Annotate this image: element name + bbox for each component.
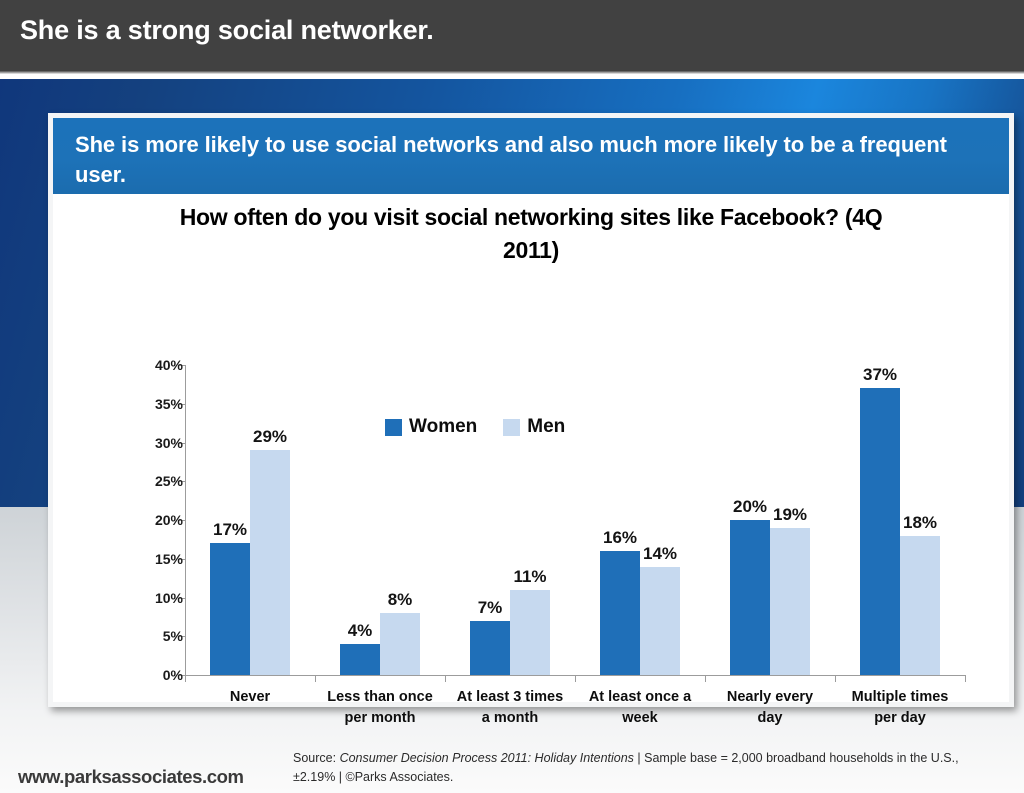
bar-men-1[interactable] (380, 613, 420, 675)
category-label-line: Multiple times (851, 689, 949, 705)
category-label-line: Never (229, 689, 271, 705)
y-axis-tick (178, 442, 185, 444)
chart-legend: Women Men (385, 416, 565, 438)
bar-men-0[interactable] (250, 450, 290, 675)
bar-value-label: 19% (772, 504, 808, 524)
plot-area: 0% 5% 10% 15% 20% 25% 30% 35% 40% 17% 29% 4% 8% 7% 11… (155, 357, 966, 726)
subtitle-text: She is more likely to use social network… (75, 132, 947, 188)
y-axis-tick (178, 597, 185, 599)
y-axis-tick (178, 675, 185, 676)
bar-value-label: 37% (862, 365, 898, 385)
x-axis-tick (315, 675, 316, 682)
legend-item-women[interactable]: Women (385, 416, 477, 438)
y-axis-tick-label: 10% (154, 589, 183, 606)
bar-value-label: 16% (602, 528, 638, 547)
bar-value-label: 7% (477, 597, 503, 617)
slide-title-bar: She is a strong social networker. (0, 0, 1024, 70)
y-axis-tick (178, 636, 185, 638)
bar-men-2[interactable] (510, 589, 550, 675)
legend-label-women: Women (409, 416, 478, 437)
bar-women-0[interactable] (210, 543, 250, 675)
bar-value-label: 18% (902, 512, 938, 532)
legend-swatch-men (503, 418, 521, 436)
chart-region: How often do you visit social networking… (53, 194, 1009, 726)
source-note: Source: Consumer Decision Process 2011: … (293, 749, 993, 788)
y-axis-tick-label: 0% (162, 667, 183, 683)
y-axis-tick (178, 520, 185, 521)
x-axis-category-label: Less than once per month (305, 687, 455, 728)
category-label-line: per day (874, 709, 926, 726)
bar-women-1[interactable] (340, 644, 380, 675)
y-axis-tick-label: 25% (154, 473, 183, 490)
y-axis-tick-label: 30% (154, 434, 183, 451)
source-title: Consumer Decision Process 2011: Holiday … (339, 751, 634, 765)
y-axis-tick (178, 365, 185, 366)
category-label-line: At least 3 times (456, 689, 564, 705)
y-axis-tick (178, 558, 185, 560)
subtitle-banner: She is more likely to use social network… (53, 118, 1009, 194)
x-axis-category-label: Never (175, 687, 325, 708)
chart-title: How often do you visit social networking… (179, 204, 883, 263)
legend-label-men: Men (527, 416, 566, 437)
bar-women-2[interactable] (470, 620, 510, 675)
y-axis-tick (178, 403, 185, 405)
category-label-line: per month (344, 709, 416, 726)
category-label-line: Nearly every (726, 689, 814, 705)
category-label-line: At least once a (588, 689, 692, 705)
x-axis-tick (185, 675, 186, 682)
source-rest: | Sample base = 2,000 broadband househol… (293, 751, 959, 785)
bar-value-label: 14% (642, 543, 678, 563)
bar-value-label: 4% (347, 621, 373, 640)
x-axis-category-label: At least once a week (565, 687, 715, 728)
y-axis-tick-label: 5% (162, 628, 183, 645)
category-label-line: a month (481, 709, 539, 726)
x-axis-category-label: Multiple times per day (825, 687, 975, 728)
x-axis-tick (705, 675, 706, 682)
source-prefix: Source: (293, 751, 340, 765)
bar-women-5[interactable] (860, 388, 900, 675)
x-axis-tick (575, 675, 576, 682)
x-axis-category-label: At least 3 times a month (435, 687, 585, 728)
bar-value-label: 29% (252, 427, 288, 447)
x-axis-tick (965, 675, 966, 682)
bar-value-label: 11% (513, 566, 547, 586)
y-axis-tick-label: 35% (154, 395, 183, 412)
y-axis-tick-label: 15% (154, 550, 183, 567)
bar-men-5[interactable] (900, 535, 940, 675)
bar-value-label: 17% (212, 520, 248, 540)
slide-title: She is a strong social networker. (20, 15, 434, 45)
y-axis-tick-label: 40% (154, 357, 183, 373)
y-axis-tick-label: 20% (154, 512, 183, 528)
bar-value-label: 8% (387, 590, 413, 609)
bar-women-4[interactable] (730, 520, 770, 675)
category-label-line: day (757, 709, 783, 726)
y-axis-line (185, 365, 186, 675)
bar-men-4[interactable] (770, 527, 810, 675)
legend-item-men[interactable]: Men (503, 416, 565, 438)
bar-men-3[interactable] (640, 566, 680, 675)
category-label-line: week (622, 709, 658, 726)
title-bar-divider (0, 70, 1024, 74)
y-axis-tick (178, 481, 185, 483)
x-axis-tick (445, 675, 446, 682)
bar-women-3[interactable] (600, 551, 640, 675)
x-axis-category-label: Nearly every day (695, 687, 845, 728)
website-url[interactable]: www.parksassociates.com (18, 766, 244, 787)
bar-value-label: 20% (732, 497, 768, 516)
legend-swatch-women (385, 418, 402, 436)
content-card: She is more likely to use social network… (48, 113, 1014, 726)
x-axis-tick (835, 675, 836, 682)
category-label-line: Less than once (327, 689, 433, 705)
